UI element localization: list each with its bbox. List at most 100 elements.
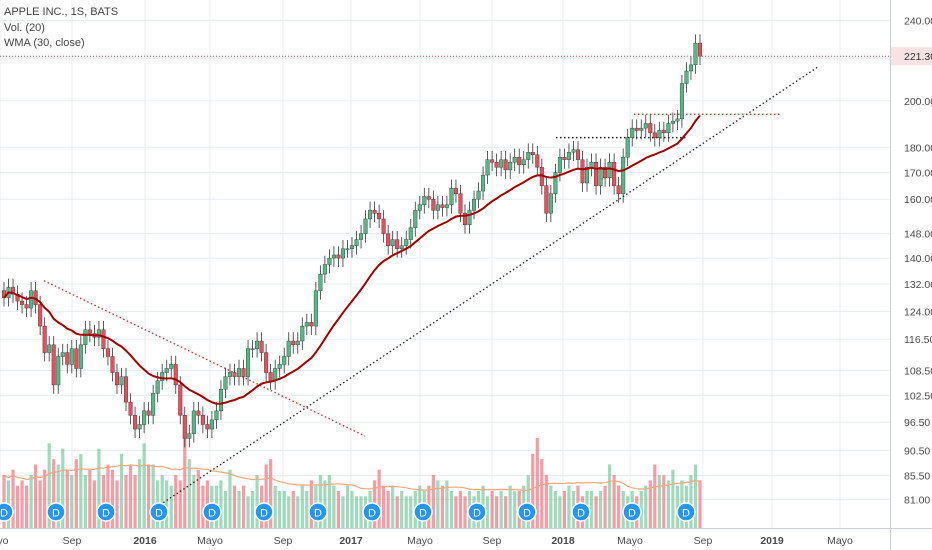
volume-bar xyxy=(603,485,607,528)
dividend-marker[interactable]: D xyxy=(517,502,537,522)
volume-bar xyxy=(151,464,155,528)
dividend-marker[interactable]: D xyxy=(254,502,274,522)
candle-body xyxy=(575,149,580,160)
volume-ma-line xyxy=(3,464,701,492)
volume-bar xyxy=(648,480,652,528)
candle-body xyxy=(503,159,508,171)
candle-body xyxy=(462,213,467,225)
candle-body xyxy=(413,210,418,228)
volume-bar xyxy=(74,459,78,528)
candle-body xyxy=(408,227,413,240)
candle-body xyxy=(304,322,309,327)
candle-body xyxy=(133,415,138,430)
volume-bar xyxy=(2,475,6,528)
volume-bar xyxy=(79,453,83,528)
dividend-marker-circle xyxy=(254,502,274,522)
candle-body xyxy=(616,185,621,194)
candle-body xyxy=(426,196,431,200)
volume-bar xyxy=(264,464,268,528)
candle-body xyxy=(259,340,264,353)
volume-bar xyxy=(309,480,313,528)
volume-bar xyxy=(549,485,553,528)
volume-bar xyxy=(160,475,164,528)
dividend-marker[interactable]: D xyxy=(149,502,169,522)
dividend-marker[interactable]: D xyxy=(362,502,382,522)
candle-body xyxy=(110,356,115,373)
dividend-marker[interactable]: D xyxy=(622,502,642,522)
candle-body xyxy=(698,42,703,57)
volume-bar xyxy=(436,480,440,528)
candle-body xyxy=(246,348,251,377)
candle-body xyxy=(218,388,223,412)
dividend-marker[interactable]: D xyxy=(202,502,222,522)
y-tick-label: 132.00 xyxy=(904,279,932,291)
y-tick-label: 81.00 xyxy=(904,494,930,506)
volume-bar xyxy=(223,490,228,528)
dividend-marker[interactable]: D xyxy=(96,502,116,522)
volume-bar xyxy=(232,485,237,528)
volume-bar xyxy=(219,480,223,528)
volume-bar xyxy=(693,464,698,528)
candle-body xyxy=(74,348,79,369)
dividend-marker-label: D xyxy=(523,508,531,520)
volume-bar xyxy=(246,496,250,528)
candle-body xyxy=(128,401,133,416)
dividend-marker[interactable]: D xyxy=(308,502,328,522)
symbol-title[interactable]: APPLE INC., 1S, BATS xyxy=(4,6,119,18)
volume-bar xyxy=(662,475,666,528)
dividend-marker[interactable]: D xyxy=(46,502,66,522)
dividend-marker[interactable]: D xyxy=(0,502,14,522)
wma-line xyxy=(3,114,701,405)
wma-indicator-label[interactable]: WMA (30, close) xyxy=(4,37,85,49)
candle-body xyxy=(277,364,282,369)
dividend-marker[interactable]: D xyxy=(467,502,487,522)
candle-body xyxy=(363,218,368,234)
candle-body xyxy=(684,70,689,84)
volume-bar xyxy=(106,464,110,528)
candle-body xyxy=(146,410,151,416)
volume-bar xyxy=(287,496,291,528)
volume-bar xyxy=(273,485,277,528)
volume-bar xyxy=(499,490,503,528)
volume-bar xyxy=(558,496,562,528)
candle-body xyxy=(291,340,296,346)
volume-bar xyxy=(15,485,20,528)
volume-bar xyxy=(169,485,173,528)
x-tick-label: Sep xyxy=(274,535,293,547)
volume-bar xyxy=(341,496,345,528)
y-tick-label: 160.00 xyxy=(904,194,932,206)
candle-body xyxy=(24,304,29,309)
y-tick-label: 108.50 xyxy=(904,365,932,377)
volume-bar xyxy=(92,480,96,528)
volume-bar xyxy=(241,485,246,528)
candle-body xyxy=(124,376,129,403)
volume-bar xyxy=(689,475,693,528)
candle-body xyxy=(83,329,88,346)
volume-bar xyxy=(644,485,648,528)
dividend-marker[interactable]: D xyxy=(676,502,696,522)
candle-body xyxy=(78,344,83,369)
candle-body xyxy=(508,162,513,171)
candle-body xyxy=(399,245,404,249)
dividend-marker-label: D xyxy=(368,508,376,520)
descending-trendline xyxy=(43,280,366,437)
candle-body xyxy=(331,254,336,259)
volume-bar xyxy=(20,480,24,528)
candle-body xyxy=(440,204,445,208)
dividend-marker[interactable]: D xyxy=(571,502,591,522)
volume-bar xyxy=(250,490,255,528)
candle-body xyxy=(472,199,477,211)
volume-indicator-label[interactable]: Vol. (20) xyxy=(4,21,45,34)
volume-bar xyxy=(508,485,512,528)
candle-body xyxy=(612,162,617,186)
dividend-marker[interactable]: D xyxy=(413,502,433,522)
dividend-marker-circle xyxy=(517,502,537,522)
candle-body xyxy=(589,162,594,168)
last-price-label: 221.30 xyxy=(904,51,932,63)
x-tick-label: 2016 xyxy=(133,535,157,547)
candle-body xyxy=(526,152,531,160)
candle-body xyxy=(675,118,680,122)
candle-body xyxy=(182,415,187,439)
volume-bar xyxy=(454,496,458,528)
